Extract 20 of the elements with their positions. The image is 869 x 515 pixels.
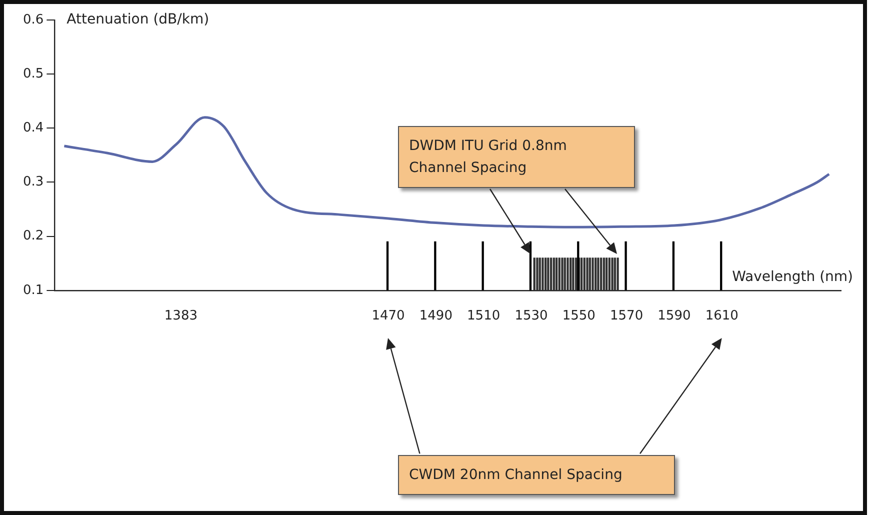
callout-box: DWDM ITU Grid 0.8nm Channel Spacing xyxy=(398,126,635,188)
y-tick-label: 0.3 xyxy=(22,174,44,190)
y-tick-label: 0.4 xyxy=(22,120,44,136)
x-tick-label: 1383 xyxy=(164,308,198,324)
x-tick-label: 1510 xyxy=(467,308,500,324)
y-tick-label: 0.2 xyxy=(22,228,44,244)
x-axis-title: Wavelength (nm) xyxy=(732,269,853,286)
y-tick-label: 0.6 xyxy=(22,12,44,28)
line-series xyxy=(62,116,830,228)
y-tick-label: 0.1 xyxy=(22,282,44,298)
callout-box: CWDM 20nm Channel Spacing xyxy=(398,455,675,495)
x-tick-label: 1570 xyxy=(610,308,644,324)
x-tick-label: 1470 xyxy=(372,308,405,324)
y-tick-label: 0.5 xyxy=(22,66,44,82)
y-axis-title: Attenuation (dB/km) xyxy=(66,12,210,28)
x-tick-label: 1550 xyxy=(562,308,596,324)
x-tick-label: 1530 xyxy=(514,308,548,324)
x-tick-label: 1490 xyxy=(419,308,452,324)
x-tick-label: 1610 xyxy=(705,308,738,324)
x-tick-label: 1590 xyxy=(658,308,691,324)
